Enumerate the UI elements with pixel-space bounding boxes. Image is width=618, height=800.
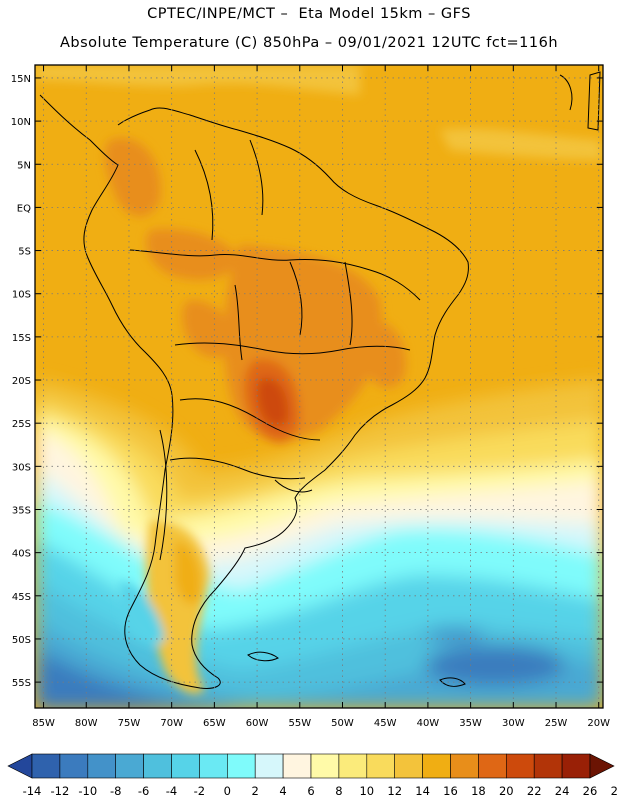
colorbar-swatch (310, 753, 340, 779)
lon-label: 35W (459, 718, 482, 729)
colorbar-swatch (171, 753, 200, 779)
longitude-labels: 85W 80W 75W 70W 65W 60W 55W 50W 45W 40W 35W 30W 25W 2… (32, 718, 610, 729)
colorbar-label: -4 (166, 784, 177, 798)
lon-label: 40W (417, 718, 440, 729)
colorbar-swatch (31, 753, 61, 779)
lat-label: 30S (12, 462, 31, 473)
colorbar-label: -12 (51, 784, 70, 798)
colorbar-label: -14 (23, 784, 42, 798)
colorbar-swatch (143, 753, 172, 779)
lat-label: 5S (18, 247, 31, 258)
colorbar-label: -6 (138, 784, 149, 798)
lon-label: 25W (545, 718, 568, 729)
lat-label: 25S (12, 419, 31, 430)
lat-label: 50S (12, 635, 31, 646)
colorbar-label: -8 (110, 784, 121, 798)
latitude-labels: 15N 10N 5N EQ 5S 10S 15S 20S 25S 30S 35S 40S 45S 50S 5… (11, 74, 31, 689)
colorbar-swatch (505, 753, 535, 779)
colorbar-label: -10 (78, 784, 97, 798)
colorbar-swatch (87, 753, 117, 779)
lon-label: 55W (288, 718, 311, 729)
lat-label: 10S (12, 290, 31, 301)
lat-label: 55S (12, 678, 31, 689)
colorbar-label: 14 (415, 784, 430, 798)
colorbar-swatch (366, 753, 395, 779)
colorbar: -14 -12 -10 -8 -6 -4 -2 0 2 4 6 8 10 12 14 16 18 20 22 24 26… (7, 753, 618, 798)
lat-label: 5N (17, 160, 31, 171)
colorbar-label: -2 (194, 784, 205, 798)
colorbar-swatch (254, 753, 284, 779)
colorbar-label: 16 (443, 784, 458, 798)
lat-label: 20S (12, 376, 31, 387)
colorbar-swatch (227, 753, 256, 779)
lon-label: 70W (160, 718, 183, 729)
lat-label: 15N (11, 74, 31, 85)
colorbar-label: 20 (499, 784, 514, 798)
colorbar-swatch (422, 753, 451, 779)
lon-label: 85W (32, 718, 55, 729)
colorbar-label: 4 (279, 784, 286, 798)
colorbar-arrow-right (589, 753, 615, 779)
lat-label: 10N (11, 117, 31, 128)
lat-label: 15S (12, 333, 31, 344)
colorbar-swatch (450, 753, 479, 779)
lon-label: 75W (118, 718, 141, 729)
colorbar-swatch (478, 753, 507, 779)
colorbar-label: 8 (335, 784, 342, 798)
axis-ticks (35, 65, 603, 708)
lat-label: 45S (12, 592, 31, 603)
colorbar-swatch (115, 753, 144, 779)
colorbar-swatch (199, 753, 228, 779)
colorbar-swatch (59, 753, 89, 779)
colorbar-label: 26 (583, 784, 598, 798)
colorbar-label: 12 (387, 784, 402, 798)
colorbar-swatch (282, 753, 312, 779)
temperature-field (35, 65, 603, 708)
lon-label: 50W (331, 718, 354, 729)
lon-label: 60W (246, 718, 269, 729)
lon-label: 80W (75, 718, 98, 729)
lat-label: 35S (12, 505, 31, 516)
lon-label: 20W (587, 718, 610, 729)
colorbar-swatch (338, 753, 368, 779)
lat-label: 40S (12, 549, 31, 560)
colorbar-label: 2 (252, 784, 259, 798)
lon-label: 30W (502, 718, 525, 729)
lon-label: 65W (203, 718, 226, 729)
graticule (35, 65, 603, 708)
lat-label: EQ (17, 203, 31, 214)
colorbar-label: 0 (224, 784, 231, 798)
colorbar-swatch (533, 753, 563, 779)
colorbar-label: 22 (527, 784, 542, 798)
colorbar-arrow-left (7, 753, 33, 779)
colorbar-label: 28 (611, 784, 618, 798)
colorbar-swatch (394, 753, 423, 779)
colorbar-label: 6 (307, 784, 314, 798)
lon-label: 45W (374, 718, 397, 729)
colorbar-label: 10 (359, 784, 374, 798)
map-frame (34, 64, 604, 709)
title-line-1: CPTEC/INPE/MCT – Eta Model 15km – GFS (147, 6, 471, 22)
colorbar-label: 24 (555, 784, 570, 798)
colorbar-swatch (561, 753, 591, 779)
title-line-2: Absolute Temperature (C) 850hPa – 09/01/… (59, 35, 559, 51)
coastlines (39, 71, 601, 689)
colorbar-label: 18 (471, 784, 486, 798)
